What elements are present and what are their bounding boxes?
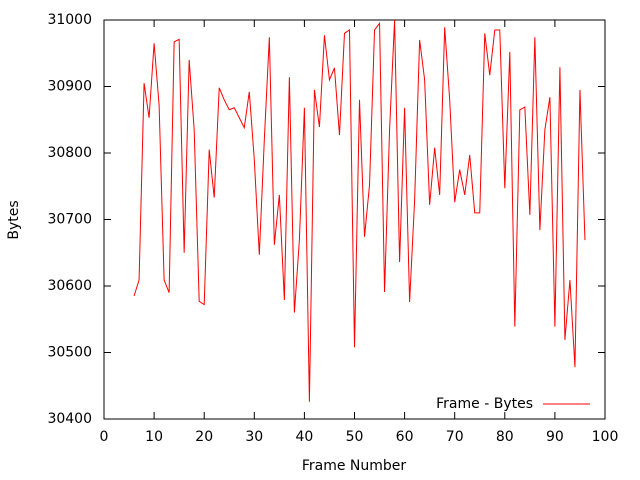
y-tick-label: 31000 <box>47 12 92 28</box>
y-tick-label: 30800 <box>47 145 92 161</box>
x-tick-label: 60 <box>396 429 414 445</box>
y-axis-label: Bytes <box>6 200 22 239</box>
x-axis-label: Frame Number <box>302 458 407 474</box>
y-tick-label: 30400 <box>47 411 92 427</box>
x-tick-label: 40 <box>295 429 313 445</box>
x-tick-label: 100 <box>592 429 619 445</box>
x-tick-label: 70 <box>446 429 464 445</box>
data-line <box>133 19 586 402</box>
x-tick-label: 10 <box>145 429 163 445</box>
x-tick-label: 30 <box>245 429 263 445</box>
x-tick-label: 80 <box>496 429 514 445</box>
x-tick-label: 0 <box>100 429 109 445</box>
legend-label: Frame - Bytes <box>436 396 533 412</box>
x-tick-label: 20 <box>195 429 213 445</box>
y-tick-label: 30700 <box>47 212 92 228</box>
y-tick-label: 30600 <box>47 278 92 294</box>
x-tick-label: 90 <box>546 429 564 445</box>
x-tick-label: 50 <box>346 429 364 445</box>
y-tick-label: 30500 <box>47 345 92 361</box>
plot-frame <box>103 19 606 420</box>
y-tick-label: 30900 <box>47 79 92 95</box>
